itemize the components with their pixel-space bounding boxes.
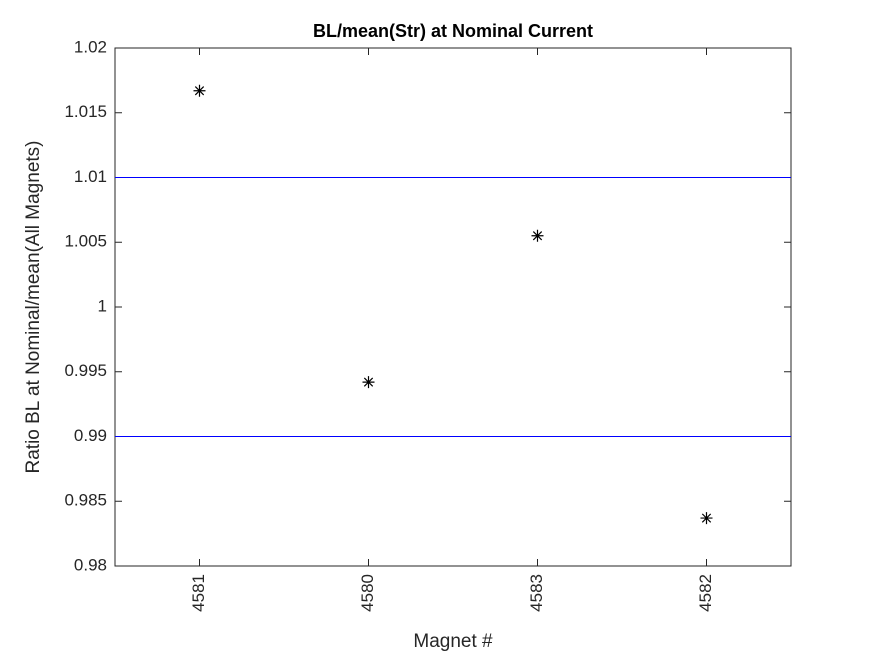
marker bbox=[531, 229, 544, 242]
chart-title: BL/mean(Str) at Nominal Current bbox=[313, 21, 593, 41]
y-tick-label: 1.005 bbox=[64, 232, 107, 251]
x-tick-label: 4580 bbox=[358, 574, 377, 612]
x-axis-label: Magnet # bbox=[413, 631, 493, 652]
x-tick-label: 4583 bbox=[527, 574, 546, 612]
y-tick-label: 1.02 bbox=[74, 37, 107, 56]
y-tick-label: 1.015 bbox=[64, 102, 107, 121]
x-tick-label: 4581 bbox=[189, 574, 208, 612]
y-tick-label: 0.99 bbox=[74, 426, 107, 445]
y-tick-label: 0.995 bbox=[64, 361, 107, 380]
x-tick-label: 4582 bbox=[696, 574, 715, 612]
marker bbox=[362, 376, 375, 389]
marker bbox=[193, 84, 206, 97]
y-tick-label: 1.01 bbox=[74, 167, 107, 186]
y-tick-label: 1 bbox=[98, 296, 107, 315]
y-axis-label: Ratio BL at Nominal/mean(All Magnets) bbox=[23, 141, 44, 474]
plot-area bbox=[114, 47, 792, 567]
marker bbox=[700, 512, 713, 525]
y-tick-label: 0.985 bbox=[64, 491, 107, 510]
y-tick-label: 0.98 bbox=[74, 555, 107, 574]
